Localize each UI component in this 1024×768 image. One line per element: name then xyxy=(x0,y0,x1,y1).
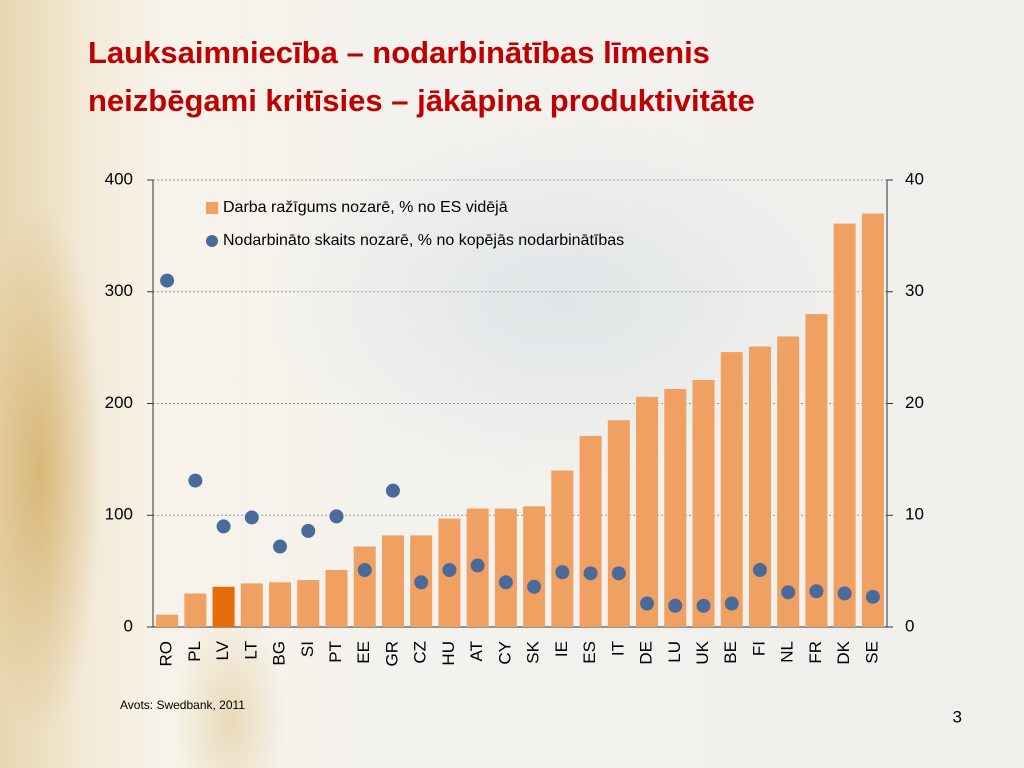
dot xyxy=(188,473,203,488)
dot xyxy=(724,596,739,611)
x-tick-label: IE xyxy=(552,641,571,657)
bar xyxy=(184,593,207,627)
x-tick-label: PT xyxy=(326,641,345,663)
dot xyxy=(160,273,175,288)
x-tick-label: EE xyxy=(354,641,373,664)
bar xyxy=(494,508,517,627)
y-tick-label: 200 xyxy=(105,393,133,412)
x-tick-label: SE xyxy=(862,641,881,664)
x-tick-label: ES xyxy=(580,641,599,664)
legend-swatch xyxy=(206,235,218,247)
legend-swatch xyxy=(206,202,218,214)
x-tick-label: HU xyxy=(439,641,458,666)
dot xyxy=(329,509,344,524)
y2-tick-label: 10 xyxy=(905,505,924,524)
y2-tick-label: 20 xyxy=(905,393,924,412)
bar xyxy=(607,420,630,627)
x-tick-label: FI xyxy=(749,641,768,656)
dot xyxy=(301,523,316,538)
bar xyxy=(748,346,771,627)
x-tick-label: CZ xyxy=(411,641,430,664)
x-tick-label: LT xyxy=(241,641,260,660)
bar xyxy=(269,582,292,627)
dot xyxy=(696,598,711,613)
bar xyxy=(297,580,320,627)
bar xyxy=(325,570,348,627)
dot xyxy=(611,566,626,581)
dot xyxy=(385,483,400,498)
dot xyxy=(752,563,767,578)
dot xyxy=(442,563,457,578)
source: Avots: Swedbank, 2011 xyxy=(120,698,245,712)
x-tick-label: DK xyxy=(834,640,853,664)
y-tick-label: 100 xyxy=(105,505,133,524)
y2-tick-label: 30 xyxy=(905,281,924,300)
dot xyxy=(527,579,542,594)
x-tick-label: CY xyxy=(495,641,514,665)
y-tick-label: 400 xyxy=(105,169,133,188)
legend-label: Darba ražīgums nozarē, % no ES vidējā xyxy=(223,199,508,216)
page-number: 3 xyxy=(953,707,962,726)
dot xyxy=(640,596,655,611)
x-tick-label: SI xyxy=(298,641,317,657)
bar xyxy=(720,352,743,627)
bar xyxy=(381,535,404,627)
bar xyxy=(523,506,546,627)
dot xyxy=(781,585,796,600)
bar xyxy=(861,213,884,627)
bar xyxy=(664,388,687,627)
x-tick-label: BE xyxy=(721,641,740,664)
x-tick-label: UK xyxy=(693,640,712,664)
y2-tick-label: 0 xyxy=(905,616,914,635)
dot xyxy=(414,575,429,590)
x-tick-label: LV xyxy=(213,640,232,660)
x-tick-label: GR xyxy=(382,641,401,667)
x-tick-label: PL xyxy=(185,641,204,662)
dot xyxy=(865,589,880,604)
bar xyxy=(551,470,574,627)
bar xyxy=(353,546,376,627)
dot xyxy=(555,565,570,580)
x-tick-label: IT xyxy=(608,641,627,656)
dot xyxy=(837,586,852,601)
dot xyxy=(273,539,288,554)
x-tick-label: LU xyxy=(665,641,684,663)
x-tick-label: FR xyxy=(806,641,825,664)
dot xyxy=(583,566,598,581)
y-tick-label: 0 xyxy=(124,616,133,635)
dot xyxy=(216,519,231,534)
dot xyxy=(498,575,513,590)
x-tick-label: RO xyxy=(157,641,176,667)
dot xyxy=(357,563,372,578)
bar xyxy=(579,435,602,627)
y2-tick-label: 40 xyxy=(905,169,924,188)
bar xyxy=(636,396,659,627)
title-line: neizbēgami kritīsies – jākāpina produkti… xyxy=(88,83,755,118)
bar xyxy=(833,223,856,627)
x-tick-label: SK xyxy=(524,640,543,663)
bar xyxy=(240,583,263,627)
legend-label: Nodarbināto skaits nozarē, % no kopējās … xyxy=(223,232,624,249)
x-tick-label: AT xyxy=(467,641,486,661)
bar xyxy=(805,314,828,627)
title-line: Lauksaimniecība – nodarbinātības līmenis xyxy=(88,35,710,70)
bar xyxy=(156,614,179,627)
bar xyxy=(777,336,800,627)
dot xyxy=(809,584,824,599)
x-tick-label: DE xyxy=(637,641,656,665)
bar xyxy=(212,586,235,627)
bar xyxy=(692,380,715,627)
y-tick-label: 300 xyxy=(105,281,133,300)
dot xyxy=(668,598,683,613)
dot xyxy=(244,510,259,525)
dot xyxy=(470,558,485,573)
x-tick-label: NL xyxy=(778,641,797,663)
x-tick-label: BG xyxy=(270,641,289,666)
